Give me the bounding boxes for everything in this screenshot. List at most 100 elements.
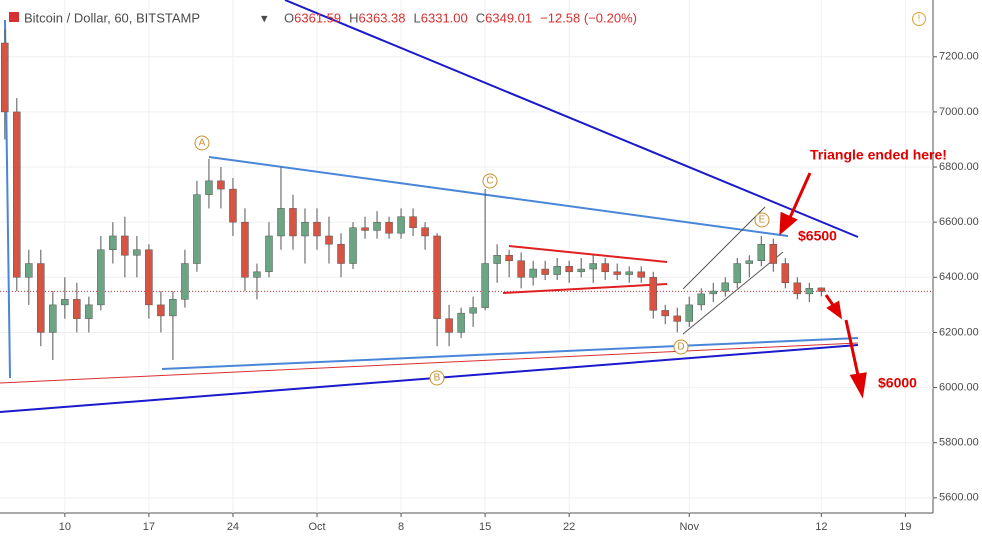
candle-body	[25, 263, 33, 278]
candle-body	[421, 227, 429, 237]
candle-body	[325, 235, 333, 245]
symbol-icon	[9, 12, 19, 22]
wave-label-circle	[673, 339, 689, 355]
candle-body	[613, 271, 621, 275]
candle-body	[637, 271, 645, 278]
candle-body	[49, 304, 57, 333]
candle-body	[457, 312, 465, 333]
legend-value: 6363.38	[359, 10, 406, 25]
candle-body	[73, 299, 81, 319]
legend-value: 6361.59	[294, 10, 341, 25]
legend-value: 6331.00	[421, 10, 468, 25]
candle-body	[721, 282, 730, 292]
candle-body	[661, 310, 669, 317]
wave-label-circle	[429, 370, 445, 386]
candle-body	[289, 208, 297, 237]
x-tick-label: Oct	[308, 521, 325, 533]
x-tick-label: 19	[899, 521, 911, 533]
candle-body	[409, 216, 417, 228]
y-tick-label: 6800.00	[939, 161, 979, 173]
candle-body	[37, 263, 45, 333]
trendline	[508, 245, 668, 263]
arrow	[844, 319, 861, 381]
y-tick-label: 6000.00	[939, 381, 979, 393]
ohlc-legend: O 6361.59 H 6363.38 L 6331.00 C 6349.01 −12.58 (…	[284, 10, 637, 25]
candle-body	[349, 227, 357, 264]
candle-body	[301, 221, 309, 237]
candle-body	[253, 271, 261, 278]
candle-body	[241, 221, 249, 278]
alert-icon[interactable]	[912, 12, 926, 26]
candle-body	[625, 271, 633, 275]
candle-body	[61, 299, 69, 306]
x-tick-label: 12	[815, 521, 827, 533]
candle-body	[265, 235, 273, 273]
candle-body	[577, 268, 585, 273]
y-tick-label: 7000.00	[939, 106, 979, 118]
candle-body	[589, 263, 597, 270]
candle-body	[373, 221, 381, 231]
y-tick-label: 6400.00	[939, 271, 979, 283]
candle-body	[157, 304, 165, 317]
candle-body	[757, 243, 766, 262]
candle-body	[817, 287, 826, 292]
candle-body	[313, 221, 321, 237]
x-tick-label: 15	[479, 521, 491, 533]
candle-body	[469, 307, 477, 314]
candle-body	[205, 180, 213, 195]
legend-label: L	[414, 10, 421, 25]
candle-body	[673, 315, 681, 322]
candle-body	[745, 260, 754, 264]
legend-value: 6349.01	[485, 10, 532, 25]
candle-body	[553, 266, 561, 275]
legend-value: −12.58 (−0.20%)	[540, 10, 637, 25]
arrow-head	[826, 300, 843, 320]
grid	[0, 0, 933, 513]
candle-body	[805, 288, 814, 295]
x-tick-label: 24	[227, 521, 239, 533]
channel-line	[682, 251, 784, 335]
annotation: $6500	[798, 228, 837, 244]
candle-body	[145, 249, 153, 306]
legend-label: H	[349, 10, 358, 25]
wave-label-circle	[194, 135, 210, 151]
candle-body	[361, 227, 369, 231]
arrow	[786, 172, 812, 223]
candle-body	[697, 293, 706, 306]
trendline	[161, 337, 859, 370]
candle-body	[733, 263, 742, 284]
y-tick-label: 6200.00	[939, 326, 979, 338]
arrows	[779, 172, 867, 399]
candle-body	[685, 304, 693, 322]
candle-body	[541, 268, 549, 275]
candle-body	[445, 318, 453, 333]
candle-body	[193, 194, 201, 264]
candle-body	[433, 235, 441, 319]
candle-body	[565, 266, 573, 273]
trendline	[0, 342, 859, 384]
dropdown-icon[interactable]: ▾	[261, 10, 268, 25]
annotation: Triangle ended here!	[810, 147, 947, 163]
candle-body	[649, 277, 657, 311]
candle-body	[793, 282, 802, 295]
candle-body	[1, 42, 9, 113]
x-tick-label: 22	[563, 521, 575, 533]
candle-body	[133, 249, 141, 256]
trendline	[284, 0, 859, 238]
legend-label: C	[476, 10, 485, 25]
wave-label: E	[759, 215, 766, 226]
wave-label-circle	[482, 173, 498, 189]
candle-body	[385, 221, 393, 234]
y-tick-label: 7200.00	[939, 51, 979, 63]
alert-icon-mark[interactable]: !	[918, 14, 921, 25]
symbol-title[interactable]: Bitcoin / Dollar, 60, BITSTAMP	[24, 10, 200, 25]
candle-body	[109, 235, 117, 250]
candles	[1, 29, 826, 361]
candle-body	[97, 249, 105, 306]
x-tick-label: 17	[143, 521, 155, 533]
wave-label: D	[677, 342, 684, 353]
legend-label: O	[284, 10, 294, 25]
candle-body	[709, 290, 718, 295]
wave-label: C	[486, 176, 493, 187]
